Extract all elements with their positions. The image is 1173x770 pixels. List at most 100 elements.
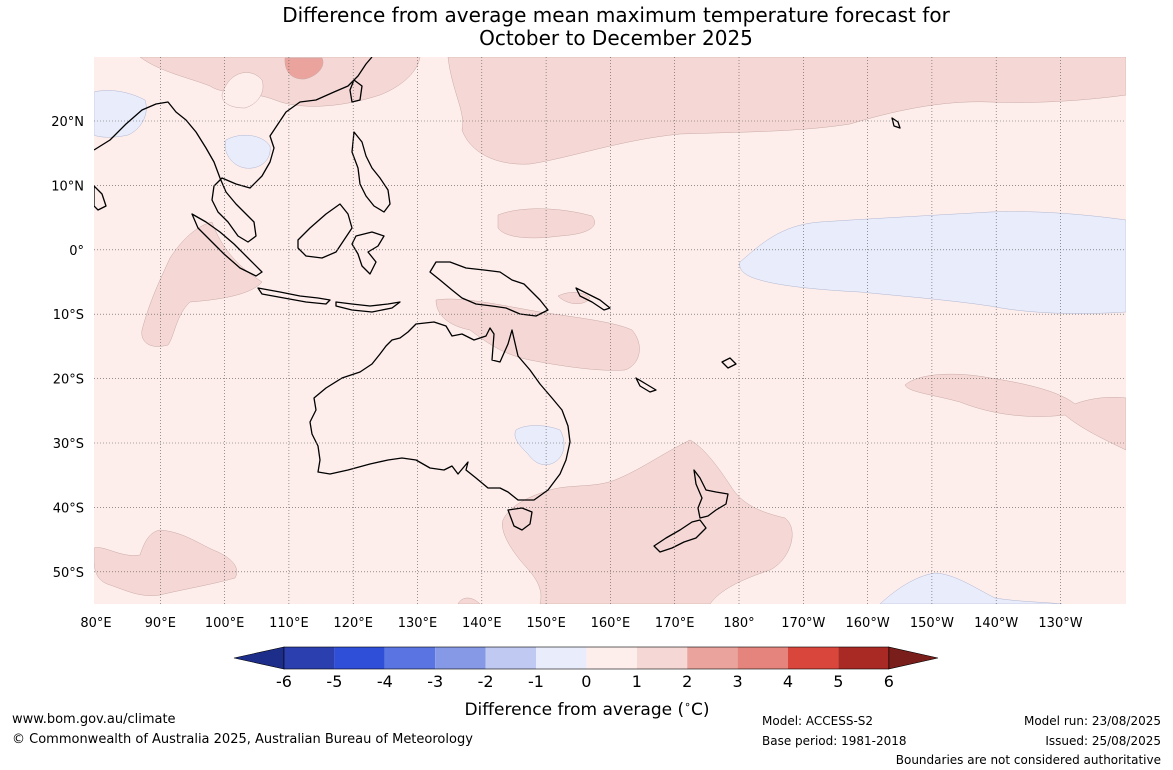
legend-tick-label: -4: [377, 672, 393, 691]
coastline-philippines: [351, 131, 391, 213]
anomaly-shading: [94, 57, 1126, 604]
legend-tick-label: -2: [478, 672, 494, 691]
longitude-tick-labels: 80°E 90°E 100°E 110°E 120°E 130°E 140°E 150°E 16…: [80, 616, 1082, 631]
footer-model: Model: ACCESS-S2: [762, 714, 874, 728]
legend-tick-label: 2: [682, 672, 692, 691]
anomaly-region-tasman-sea: [502, 439, 793, 604]
footer-issued: Issued: 25/08/2025: [1045, 734, 1161, 748]
legend-swatch: [435, 647, 486, 669]
coastline-new-zealand-north: [693, 469, 729, 519]
longitude-tick-label: 180°: [723, 616, 754, 631]
legend-tick-label: 5: [833, 672, 843, 691]
anomaly-region-equatorial-pacific-cool: [739, 211, 1126, 314]
longitude-tick-label: 140°W: [974, 616, 1018, 631]
title-line-2: October to December 2025: [479, 26, 753, 50]
legend-swatch: [788, 647, 839, 669]
legend-tick-label: -5: [326, 672, 342, 691]
longitude-tick-label: 130°E: [398, 616, 438, 631]
latitude-tick-label: 50°S: [53, 566, 84, 581]
legend-swatch: [838, 647, 889, 669]
footer-copyright: © Commonwealth of Australia 2025, Austra…: [12, 732, 473, 747]
longitude-tick-label: 150°E: [526, 616, 566, 631]
latitude-tick-label: 10°S: [53, 308, 84, 323]
coastline-java: [257, 287, 331, 305]
coastline-hawaii: [891, 117, 901, 129]
coastline-mainland-asia: [94, 57, 373, 243]
legend-swatch: [737, 647, 788, 669]
anomaly-region-northwest-corner-cool: [94, 90, 147, 138]
coastline-solomon-islands: [575, 287, 611, 311]
anomaly-region-west-pacific-equator: [497, 208, 595, 239]
longitude-tick-label: 170°E: [655, 616, 695, 631]
anomaly-region-southern-china-warm: [284, 57, 324, 80]
legend-swatch: [586, 647, 637, 669]
legend-tick-label: 0: [581, 672, 591, 691]
legend-swatch: [687, 647, 738, 669]
footer-model-run: Model run: 23/08/2025: [1023, 714, 1161, 728]
legend-swatch: [334, 647, 385, 669]
latitude-tick-labels: 20°N 10°N 0° 10°S 20°S 30°S 40°S 50°S: [51, 115, 84, 581]
anomaly-region-southern-china: [139, 57, 421, 107]
legend-lower-extend: [233, 646, 285, 670]
legend-tick-label: -1: [528, 672, 544, 691]
anomaly-region-north-pacific: [447, 57, 1126, 165]
legend-tick-label: 3: [733, 672, 743, 691]
longitude-tick-label: 120°E: [333, 616, 373, 631]
anomaly-region-south-pacific: [904, 373, 1126, 451]
anomaly-region-southeast-pacific-cool: [879, 572, 1063, 604]
legend-swatch: [485, 647, 536, 669]
latitude-tick-label: 30°S: [53, 437, 84, 452]
legend-swatch: [384, 647, 436, 669]
longitude-tick-label: 80°E: [80, 616, 111, 631]
legend-outline: [283, 646, 890, 670]
legend-tick-label: 4: [783, 672, 793, 691]
coastline-sumatra: [191, 213, 263, 277]
legend-swatch: [536, 647, 587, 669]
longitude-tick-label: 110°E: [269, 616, 309, 631]
coastlines: [94, 57, 901, 553]
coastline-tasmania: [507, 507, 533, 531]
anomaly-region-indian-ocean: [141, 221, 263, 347]
latitude-tick-label: 20°N: [51, 115, 84, 130]
graticule: [94, 57, 1126, 604]
coastline-fiji: [721, 357, 737, 369]
coastline-australia: [309, 321, 571, 501]
anomaly-region-southern-indian-ocean: [94, 529, 238, 596]
anomaly-region-coral-sea-islands: [557, 292, 591, 304]
legend-tick-label: -3: [427, 672, 443, 691]
coastline-new-guinea: [429, 261, 549, 317]
title-line-1: Difference from average mean maximum tem…: [282, 3, 950, 27]
anomaly-region-south-small: [457, 597, 481, 604]
longitude-tick-label: 140°E: [462, 616, 502, 631]
legend-tick-labels: -6 -5 -4 -3 -2 -1 0 1 2 3 4 5 6: [276, 672, 894, 691]
anomaly-region-indochina-cool: [224, 134, 271, 169]
legend-tick-label: 1: [632, 672, 642, 691]
coastline-sulawesi: [351, 231, 385, 275]
legend-colorbar: [233, 646, 939, 670]
legend-title: Difference from average (∘C): [464, 698, 709, 720]
coastline-new-zealand-south: [653, 519, 707, 553]
legend-upper-extend: [888, 646, 939, 670]
coastline-borneo: [297, 203, 353, 259]
footer-base-period: Base period: 1981-2018: [762, 734, 907, 748]
longitude-tick-label: 150°W: [910, 616, 954, 631]
legend-tick-label: 6: [884, 672, 894, 691]
chart-title: Difference from average mean maximum tem…: [0, 4, 1173, 50]
coastline-lesser-sunda: [335, 301, 401, 313]
coastline-taiwan: [349, 79, 363, 103]
coastline-sri-lanka: [94, 185, 107, 211]
legend-swatch: [636, 647, 688, 669]
latitude-tick-label: 0°: [69, 244, 84, 259]
longitude-tick-label: 160°W: [846, 616, 890, 631]
coastline-new-caledonia: [635, 377, 657, 393]
longitude-tick-label: 130°W: [1038, 616, 1082, 631]
latitude-tick-label: 40°S: [53, 501, 84, 516]
longitude-tick-label: 160°E: [591, 616, 631, 631]
footer-disclaimer: Boundaries are not considered authoritat…: [895, 753, 1161, 767]
longitude-tick-label: 90°E: [145, 616, 176, 631]
anomaly-region-southern-china-light: [221, 72, 264, 109]
longitude-tick-label: 170°W: [781, 616, 825, 631]
latitude-tick-label: 20°S: [53, 373, 84, 388]
legend-swatch: [284, 647, 335, 669]
